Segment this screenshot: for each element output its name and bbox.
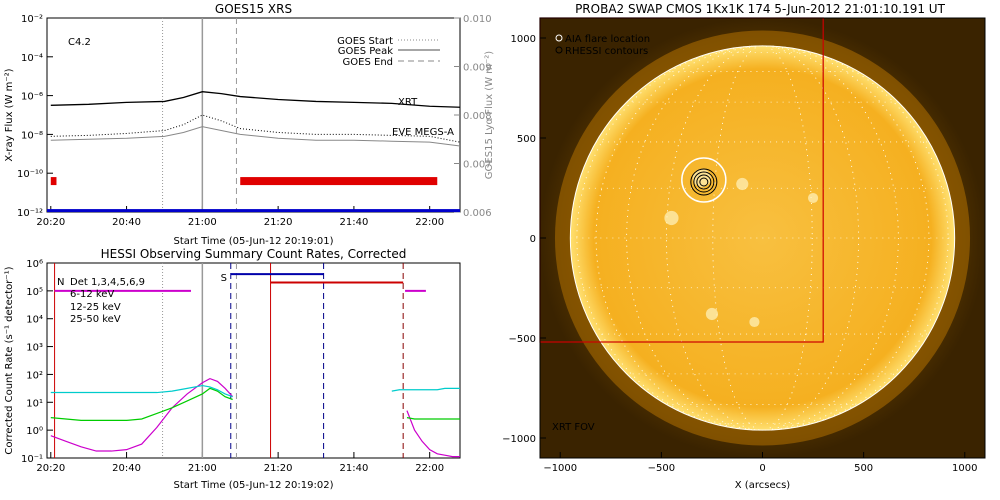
active-region <box>808 192 819 204</box>
goes-y2tick-label: 0.010 <box>463 14 492 25</box>
xrt-coverage-bar-b <box>240 177 438 186</box>
hessi-flag-s-label: S <box>221 273 227 284</box>
goes-xtick-label: 22:00 <box>415 217 444 228</box>
goes-title: GOES15 XRS <box>215 2 292 16</box>
active-region <box>705 307 718 321</box>
goes-y2tick-label: 0.006 <box>463 208 492 219</box>
hessi-ytick-label: 10⁵ <box>26 287 43 298</box>
goes-xlabel: Start Time (05-Jun-12 20:19:01) <box>174 236 334 247</box>
xrt-annotation: XRT <box>398 97 418 108</box>
hessi-ytick-label: 10⁶ <box>26 259 43 270</box>
goes-ytick-label: 10⁻¹² <box>17 208 43 219</box>
rhessi-contour <box>690 168 718 196</box>
sun-longitude-line <box>712 45 813 431</box>
goes-xtick-label: 20:20 <box>36 217 65 228</box>
goes-legend-0: GOES Start <box>337 36 393 47</box>
goes-xtick-label: 21:40 <box>339 217 368 228</box>
legend-rhessi-symbol <box>555 46 563 54</box>
active-region <box>664 210 679 226</box>
goes-y2tick-label: 0.009 <box>463 63 492 74</box>
eve-coverage-bar <box>47 209 460 213</box>
goes-y2label: GOES15 Lyα Flux (W m⁻²) <box>484 51 495 179</box>
active-region <box>736 177 749 191</box>
goes-series-2 <box>50 126 461 147</box>
hessi-ytick-label: 10⁻¹ <box>21 454 43 465</box>
goes-legend-2: GOES End <box>343 57 393 68</box>
hessi-ytick-label: 10⁴ <box>26 315 43 326</box>
sun-longitude-line <box>595 45 930 431</box>
swap-legend-0: AIA flare location <box>565 34 650 45</box>
hessi-series-5 <box>391 387 460 392</box>
hessi-plot-frame <box>46 262 461 459</box>
hessi-xlabel: Start Time (05-Jun-12 20:19:02) <box>174 480 334 491</box>
rhessi-contour <box>696 174 712 190</box>
hessi-series-1 <box>50 387 233 421</box>
xrt-coverage-bar-a <box>50 177 57 186</box>
goes-y2tick-label: 0.008 <box>463 111 492 122</box>
hessi-legend-0: Det 1,3,4,5,6,9 <box>70 277 145 288</box>
hessi-ylabel: Corrected Count Rate (s⁻¹ detector⁻¹) <box>4 266 15 454</box>
hessi-xtick-label: 20:40 <box>112 463 141 474</box>
swap-xtick-label: 0 <box>759 463 765 474</box>
hessi-legend-1: 6-12 keV <box>70 289 114 300</box>
goes-ytick-label: 10⁻² <box>21 14 43 25</box>
goes-xtick-label: 21:20 <box>264 217 293 228</box>
hessi-xtick-label: 21:40 <box>339 463 368 474</box>
swap-ytick-label: −1000 <box>502 434 536 445</box>
goes-ytick-label: 10⁻⁶ <box>21 92 43 103</box>
swap-xtick-label: 500 <box>854 463 873 474</box>
goes-legend-1: GOES Peak <box>338 46 393 57</box>
goes-series-0 <box>50 91 461 108</box>
hessi-xtick-label: 21:20 <box>264 463 293 474</box>
hessi-ytick-label: 10² <box>26 370 43 381</box>
hessi-series-3 <box>406 410 460 458</box>
goes-ytick-label: 10⁻⁸ <box>21 130 43 141</box>
swap-xlabel: X (arcsecs) <box>735 480 791 491</box>
eve-annotation: EVE MEGS-A <box>392 127 454 138</box>
hessi-xtick-label: 21:00 <box>188 463 217 474</box>
legend-aia-symbol <box>555 34 563 42</box>
xrt-fov-label: XRT FOV <box>552 422 595 433</box>
sun-longitude-line <box>626 45 899 431</box>
hessi-xtick-label: 20:20 <box>36 463 65 474</box>
swap-title: PROBA2 SWAP CMOS 1Kx1K 174 5-Jun-2012 21… <box>575 2 946 16</box>
goes-ytick-label: 10⁻¹⁰ <box>17 169 43 180</box>
sun-longitude-line <box>666 45 859 431</box>
hessi-ytick-label: 10¹ <box>26 398 43 409</box>
hessi-ytick-label: 10³ <box>26 343 43 354</box>
hessi-series-2 <box>50 384 233 398</box>
goes-xtick-label: 20:40 <box>112 217 141 228</box>
swap-ytick-label: −500 <box>509 334 536 345</box>
swap-xtick-label: −500 <box>648 463 675 474</box>
goes-xtick-label: 21:00 <box>188 217 217 228</box>
rhessi-contour <box>693 171 715 193</box>
sun-longitude-line <box>576 45 949 431</box>
swap-xtick-label: −1000 <box>543 463 577 474</box>
goes-ylabel: X-ray Flux (W m⁻²) <box>4 68 15 161</box>
hessi-series-4 <box>406 417 460 420</box>
swap-ytick-label: 500 <box>517 134 536 145</box>
hessi-legend-3: 25-50 keV <box>70 314 121 325</box>
hessi-ytick-label: 10⁰ <box>26 426 43 437</box>
swap-ytick-label: 0 <box>530 234 536 245</box>
goes-ytick-label: 10⁻⁴ <box>21 53 43 64</box>
hessi-xtick-label: 22:00 <box>415 463 444 474</box>
rhessi-contour <box>699 177 709 187</box>
swap-xtick-label: 1000 <box>952 463 977 474</box>
swap-ytick-label: 1000 <box>511 34 536 45</box>
swap-legend-1: RHESSI contours <box>565 46 648 57</box>
goes-flare-class: C4.2 <box>68 37 91 48</box>
hessi-title: HESSI Observing Summary Count Rates, Cor… <box>101 247 407 261</box>
goes-y2tick-label: 0.007 <box>463 160 492 171</box>
active-region <box>749 316 760 328</box>
hessi-legend-prefix: N <box>57 277 64 288</box>
hessi-series-0 <box>50 377 234 452</box>
aia-flare-location <box>681 157 727 203</box>
hessi-legend-2: 12-25 keV <box>70 302 121 313</box>
